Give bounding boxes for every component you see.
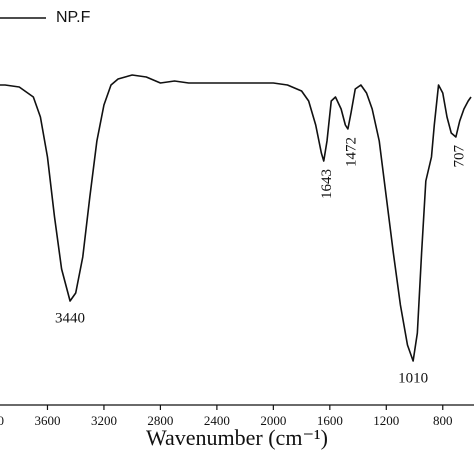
x-tick-label: 800	[433, 413, 453, 428]
x-tick-label: 2000	[260, 413, 286, 428]
spectrum-line	[0, 74, 472, 362]
peak-label: 1643	[319, 169, 335, 199]
legend-label: NP.F	[56, 9, 91, 26]
peak-label: 1010	[398, 370, 428, 386]
peak-label: 3440	[55, 310, 85, 326]
x-axis-label: Wavenumber (cm⁻¹)	[146, 425, 328, 450]
x-tick-label: 2400	[204, 413, 230, 428]
peak-label: 707	[451, 145, 467, 168]
x-tick-label: 1600	[317, 413, 343, 428]
x-tick-label: 3200	[91, 413, 117, 428]
peak-label: 1472	[343, 137, 359, 167]
x-tick-label: 1200	[373, 413, 399, 428]
x-tick-label: 3600	[34, 413, 60, 428]
x-tick-label: 4000	[0, 413, 4, 428]
x-tick-label: 2800	[147, 413, 173, 428]
